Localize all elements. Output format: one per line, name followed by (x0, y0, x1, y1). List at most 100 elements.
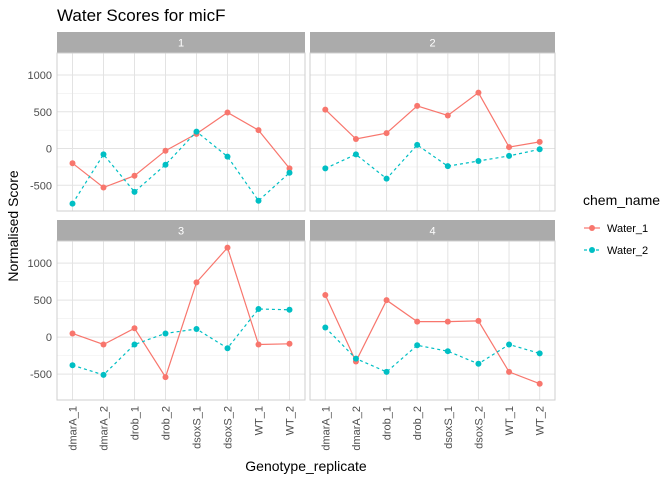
legend-label: Water_2 (607, 245, 648, 257)
data-point-Water_2 (444, 163, 451, 170)
x-tick-label: WT_2 (285, 406, 297, 435)
data-point-Water_2 (100, 371, 107, 378)
facet-strip (310, 220, 555, 241)
x-tick-label: drob_1 (130, 406, 142, 440)
legend-title: chem_name (583, 192, 660, 208)
data-point-Water_1 (322, 291, 329, 298)
data-point-Water_2 (255, 197, 262, 204)
panel-background (57, 53, 305, 211)
facet-strip (310, 32, 555, 53)
data-point-Water_1 (383, 130, 390, 137)
x-tick-label: dmarA_2 (99, 406, 111, 451)
data-point-Water_2 (414, 342, 421, 349)
panel-2: 2 (309, 32, 556, 212)
data-point-Water_1 (69, 160, 76, 167)
data-point-Water_2 (193, 128, 200, 135)
data-point-Water_2 (506, 341, 513, 348)
data-point-Water_1 (352, 135, 359, 142)
data-point-Water_1 (322, 106, 329, 113)
y-tick-label: -500 (30, 369, 52, 381)
data-point-Water_2 (536, 350, 543, 357)
series-line-Water_2 (71, 130, 290, 205)
data-point-Water_1 (224, 109, 231, 116)
data-point-Water_2 (444, 348, 451, 355)
data-point-Water_2 (224, 345, 231, 352)
data-point-Water_1 (162, 374, 169, 381)
facet-strip (57, 32, 305, 53)
panel-border (56, 240, 306, 401)
x-axis-title: Genotype_replicate (245, 458, 367, 474)
x-tick-label: drob_2 (161, 406, 173, 440)
data-point-Water_2 (131, 188, 138, 195)
data-point-Water_1 (100, 341, 107, 348)
series-line-Water_1 (72, 111, 290, 189)
panel-background (310, 241, 555, 400)
data-point-Water_1 (131, 325, 138, 332)
facet-strip (57, 220, 305, 241)
x-tick-label: dsoxS_1 (443, 406, 455, 449)
panel-4: 4 dmarA_1 dmarA_2 drob_1 drob_2 dsoxS_1 dsoxS_… (309, 220, 556, 451)
y-tick-label: 500 (34, 107, 52, 119)
data-point-Water_1 (506, 368, 513, 375)
data-point-Water_2 (224, 153, 231, 160)
data-point-Water_1 (162, 147, 169, 154)
facet-label: 4 (429, 226, 435, 238)
data-point-Water_1 (536, 138, 543, 145)
facet-label: 2 (429, 38, 435, 50)
data-point-Water_2 (286, 169, 293, 176)
data-point-Water_1 (383, 297, 390, 304)
y-tick-label: 0 (46, 144, 52, 156)
panel-background (310, 53, 555, 211)
data-point-Water_2 (352, 355, 359, 362)
data-point-Water_2 (383, 175, 390, 182)
x-tick-label: dmarA_2 (351, 406, 363, 451)
y-tick-label: 1000 (28, 258, 52, 270)
facet-label: 1 (178, 38, 184, 50)
data-point-Water_2 (100, 151, 107, 158)
x-tick-label: dsoxS_2 (223, 406, 235, 449)
data-point-Water_1 (475, 317, 482, 324)
data-point-Water_2 (536, 146, 543, 153)
data-point-Water_2 (255, 306, 262, 313)
series-line-Water_2 (325, 144, 540, 180)
legend: chem_name Water_1 Water_2 (583, 192, 660, 257)
series-line-Water_1 (324, 91, 540, 148)
panel-border (309, 52, 556, 212)
data-point-Water_1 (193, 279, 200, 286)
legend-point-Water_1 (589, 225, 595, 231)
data-point-Water_2 (475, 158, 482, 165)
data-point-Water_1 (224, 244, 231, 251)
y-tick-label: -500 (30, 180, 52, 192)
data-point-Water_1 (100, 184, 107, 191)
x-tick-label: drob_2 (412, 406, 424, 440)
panel-3: 3 -500 0 500 1000 dmarA_1 dmarA_2 drob_1 drob_2 d… (28, 220, 306, 451)
x-tick-label: drob_1 (382, 406, 394, 440)
data-point-Water_1 (286, 165, 293, 172)
data-point-Water_2 (383, 368, 390, 375)
data-point-Water_2 (69, 200, 76, 207)
x-tick-label: dmarA_1 (68, 406, 80, 451)
data-point-Water_1 (475, 89, 482, 96)
legend-point-Water_2 (589, 247, 595, 253)
data-point-Water_1 (506, 144, 513, 151)
data-point-Water_2 (322, 165, 329, 172)
x-tick-label: WT_2 (535, 406, 547, 435)
data-point-Water_1 (444, 112, 451, 119)
data-point-Water_1 (414, 318, 421, 325)
legend-label: Water_1 (607, 223, 648, 235)
data-point-Water_2 (131, 341, 138, 348)
facet-label: 3 (178, 226, 184, 238)
x-tick-label: dsoxS_2 (473, 406, 485, 449)
data-point-Water_2 (286, 306, 293, 313)
data-point-Water_2 (475, 360, 482, 367)
x-tick-label: dmarA_1 (320, 406, 332, 451)
data-point-Water_1 (286, 340, 293, 347)
series-line-Water_1 (324, 294, 540, 385)
y-axis-title: Normalised Score (5, 170, 21, 281)
data-point-Water_2 (352, 151, 359, 158)
data-point-Water_1 (255, 127, 262, 134)
chart-title: Water Scores for micF (57, 6, 225, 25)
y-tick-label: 500 (34, 295, 52, 307)
x-tick-label: WT_1 (504, 406, 516, 435)
